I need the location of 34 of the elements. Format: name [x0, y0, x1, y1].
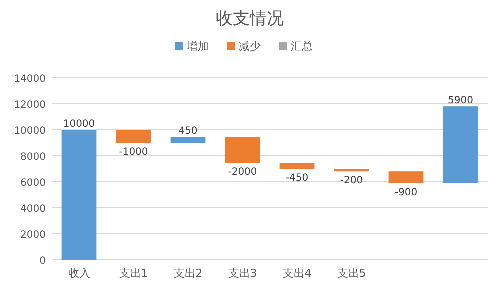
y-tick-label: 0: [40, 256, 46, 267]
y-tick-label: 2000: [20, 230, 46, 241]
bar: [443, 106, 478, 184]
data-label: -2000: [228, 167, 258, 178]
y-tick-label: 12000: [14, 100, 46, 111]
bar: [62, 130, 97, 260]
x-tick-label: 支出3: [228, 267, 258, 280]
data-label: -450: [286, 173, 309, 184]
data-label: 450: [178, 126, 198, 138]
bar: [334, 169, 370, 172]
bar: [225, 137, 260, 164]
y-tick-label: 10000: [14, 126, 46, 137]
bar: [280, 163, 315, 169]
x-tick-label: 收入: [68, 267, 90, 280]
x-tick-label: 支出2: [174, 267, 203, 280]
data-label: -1000: [119, 147, 148, 158]
data-label: 5900: [448, 96, 474, 107]
y-tick-label: 4000: [20, 204, 46, 215]
legend-label: 增加: [186, 40, 209, 53]
x-tick-label: 支出1: [119, 267, 148, 280]
data-label: -200: [340, 176, 364, 187]
y-tick-label: 6000: [20, 178, 46, 189]
x-tick-label: 支出5: [337, 267, 366, 280]
chart-title: 收支情况: [216, 9, 284, 29]
bar: [116, 130, 152, 143]
data-label: -900: [394, 187, 418, 198]
bar: [388, 172, 424, 184]
y-tick-label: 14000: [14, 74, 46, 85]
legend-label: 减少: [239, 40, 261, 53]
y-tick-label: 8000: [20, 152, 46, 163]
legend-label: 汇总: [291, 40, 313, 53]
x-tick-label: 支出4: [282, 267, 312, 280]
bar: [170, 137, 206, 143]
data-label: 10000: [63, 119, 96, 130]
